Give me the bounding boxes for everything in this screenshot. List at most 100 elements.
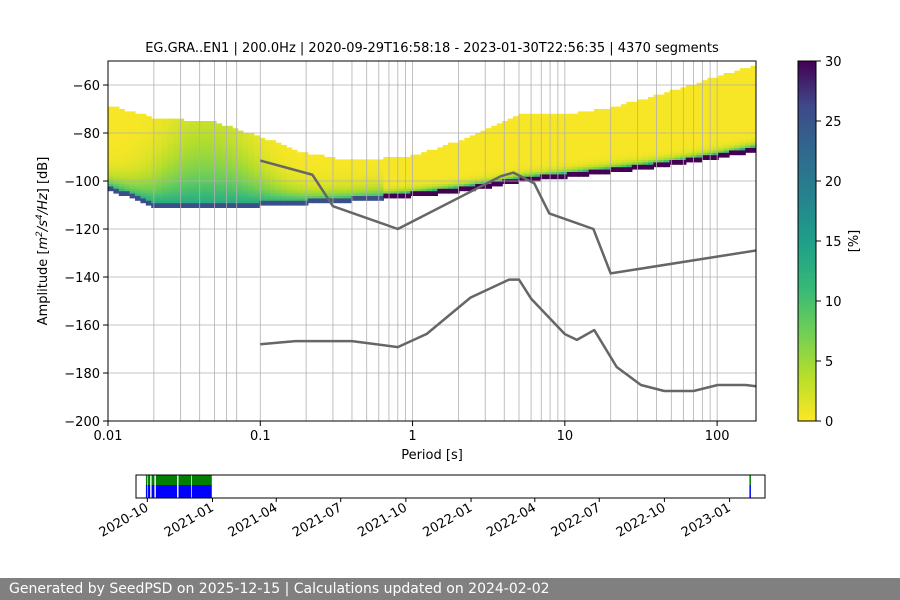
heatmap-cell xyxy=(588,166,595,170)
heatmap-cell xyxy=(162,159,168,163)
heatmap-cell xyxy=(237,188,244,192)
heatmap-cell xyxy=(286,181,293,184)
heatmap-cell xyxy=(210,178,217,182)
heatmap-cell xyxy=(448,157,455,160)
heatmap-cell xyxy=(734,97,741,100)
heatmap-cell xyxy=(351,183,357,187)
heatmap-cell xyxy=(696,99,703,103)
heatmap-cell xyxy=(567,171,573,175)
heatmap-cell xyxy=(648,161,654,165)
heatmap-cell xyxy=(286,171,293,175)
heatmap-cell xyxy=(329,176,336,180)
heatmap-cell xyxy=(108,183,114,187)
heatmap-cell xyxy=(723,118,730,122)
heatmap-cell xyxy=(734,147,741,151)
heatmap-cell xyxy=(253,152,260,156)
heatmap-cell xyxy=(334,188,341,192)
heatmap-cell xyxy=(329,183,336,187)
heatmap-cell xyxy=(253,154,260,158)
heatmap-cell xyxy=(426,178,433,182)
heatmap-cell xyxy=(210,205,217,208)
heatmap-cell xyxy=(518,118,525,122)
heatmap-cell xyxy=(599,149,606,153)
heatmap-cell xyxy=(199,159,206,163)
heatmap-cell xyxy=(464,147,471,151)
heatmap-cell xyxy=(502,178,509,182)
heatmap-cell xyxy=(631,116,638,120)
heatmap-cell xyxy=(199,166,206,170)
heatmap-cell xyxy=(621,106,627,110)
heatmap-cell xyxy=(734,145,741,148)
heatmap-cell xyxy=(329,200,336,204)
heatmap-cell xyxy=(194,123,201,127)
heatmap-cell xyxy=(540,123,546,127)
heatmap-cell xyxy=(729,128,735,132)
heatmap-cell xyxy=(448,183,455,187)
coverage-gap-bar xyxy=(151,475,155,485)
heatmap-cell xyxy=(232,152,239,156)
heatmap-cell xyxy=(226,152,233,156)
heatmap-cell xyxy=(486,176,492,180)
heatmap-cell xyxy=(270,190,276,194)
heatmap-cell xyxy=(507,133,514,136)
heatmap-cell xyxy=(469,149,476,153)
heatmap-cell xyxy=(226,176,233,180)
heatmap-cell xyxy=(626,157,633,160)
heatmap-cell xyxy=(615,161,622,165)
heatmap-cell xyxy=(502,130,509,134)
heatmap-cell xyxy=(259,178,266,182)
heatmap-cell xyxy=(221,135,228,139)
heatmap-cell xyxy=(442,173,449,177)
heatmap-cell xyxy=(356,190,363,194)
heatmap-cell xyxy=(648,113,654,117)
heatmap-cell xyxy=(626,116,633,120)
heatmap-cell xyxy=(302,185,309,189)
heatmap-cell xyxy=(712,77,719,81)
heatmap-cell xyxy=(669,94,676,98)
heatmap-cell xyxy=(486,142,492,146)
heatmap-cell xyxy=(156,118,163,122)
heatmap-cell xyxy=(534,118,541,122)
heatmap-cell xyxy=(540,147,546,151)
heatmap-cell xyxy=(275,142,282,146)
heatmap-cell xyxy=(442,166,449,170)
heatmap-cell xyxy=(399,157,406,160)
heatmap-cell xyxy=(118,178,125,182)
heatmap-cell xyxy=(113,123,120,127)
heatmap-cell xyxy=(189,123,195,127)
heatmap-cell xyxy=(453,142,460,146)
heatmap-cell xyxy=(529,125,536,129)
heatmap-cell xyxy=(108,142,114,146)
heatmap-cell xyxy=(702,116,708,120)
heatmap-cell xyxy=(318,181,325,184)
heatmap-cell xyxy=(232,195,239,199)
heatmap-cell xyxy=(642,137,649,141)
heatmap-cell xyxy=(194,125,201,129)
heatmap-cell xyxy=(351,164,357,168)
heatmap-cell xyxy=(183,135,190,139)
heatmap-cell xyxy=(469,147,476,151)
psd-figure: EG.GRA..EN1 | 200.0Hz | 2020-09-29T16:58… xyxy=(35,41,862,541)
heatmap-cell xyxy=(226,157,233,160)
heatmap-cell xyxy=(545,133,552,136)
heatmap-cell xyxy=(405,159,411,163)
heatmap-cell xyxy=(129,164,136,168)
heatmap-cell xyxy=(399,181,406,184)
heatmap-cell xyxy=(124,159,131,163)
heatmap-cell xyxy=(189,152,195,156)
heatmap-cell xyxy=(648,104,654,108)
heatmap-cell xyxy=(113,152,120,156)
heatmap-cell xyxy=(318,166,325,170)
heatmap-cell xyxy=(604,171,611,175)
heatmap-cell xyxy=(178,176,185,180)
heatmap-cell xyxy=(550,145,557,148)
heatmap-cell xyxy=(496,164,503,168)
heatmap-cell xyxy=(156,123,163,127)
heatmap-cell xyxy=(205,137,212,141)
heatmap-cell xyxy=(118,181,125,184)
heatmap-cell xyxy=(118,193,125,196)
heatmap-cell xyxy=(723,152,730,156)
heatmap-cell xyxy=(669,118,676,122)
heatmap-cell xyxy=(361,164,368,168)
heatmap-cell xyxy=(189,137,195,141)
